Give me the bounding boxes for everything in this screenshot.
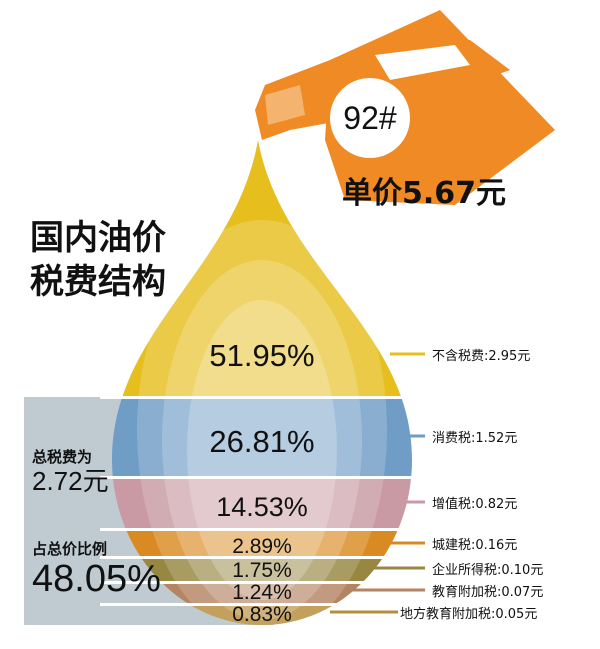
band-separator — [100, 556, 430, 559]
band-5 — [112, 559, 412, 581]
title-line-2: 税费结构 — [30, 262, 166, 302]
percent-label: 51.95% — [209, 338, 314, 373]
band-4 — [112, 531, 412, 556]
band-separator — [100, 528, 430, 531]
tax-ratio-label: 占总价比例 — [32, 540, 108, 558]
percent-label: 0.83% — [232, 603, 292, 626]
percent-label: 1.24% — [232, 581, 292, 604]
percent-label: 14.53% — [216, 492, 308, 522]
title-line-1: 国内油价 — [30, 218, 166, 258]
legend-label: 增值税:0.82元 — [432, 497, 518, 512]
band-6 — [112, 584, 412, 603]
tax-ratio: 占总价比例 48.05% — [32, 538, 161, 599]
tax-ratio-value: 48.05% — [32, 558, 161, 600]
legend-label: 消费税:1.52元 — [432, 431, 518, 446]
percent-label: 1.75% — [232, 559, 292, 582]
grade-badge — [330, 78, 410, 158]
band-separator — [100, 581, 430, 584]
total-tax-label: 总税费为 — [32, 448, 93, 466]
band-2 — [112, 399, 412, 476]
legend-label: 教育附加税:0.07元 — [432, 585, 544, 600]
legend-label: 不含税费:2.95元 — [432, 349, 531, 364]
fuel-grade: 92# — [343, 100, 397, 136]
legend-label: 企业所得税:0.10元 — [432, 563, 544, 578]
band-3 — [112, 479, 412, 528]
page-title: 国内油价 税费结构 — [30, 216, 166, 304]
legend-label: 城建税:0.16元 — [432, 538, 518, 553]
percent-label: 26.81% — [209, 424, 314, 459]
total-tax-value: 2.72元 — [32, 466, 109, 496]
band-separator — [100, 396, 430, 399]
unit-price: 单价5.67元 — [342, 176, 507, 211]
band-separator — [100, 476, 430, 479]
legend-label: 地方教育附加税:0.05元 — [400, 607, 538, 622]
percent-label: 2.89% — [232, 535, 292, 558]
band-separator — [100, 603, 430, 606]
total-tax: 总税费为 2.72元 — [32, 446, 109, 495]
